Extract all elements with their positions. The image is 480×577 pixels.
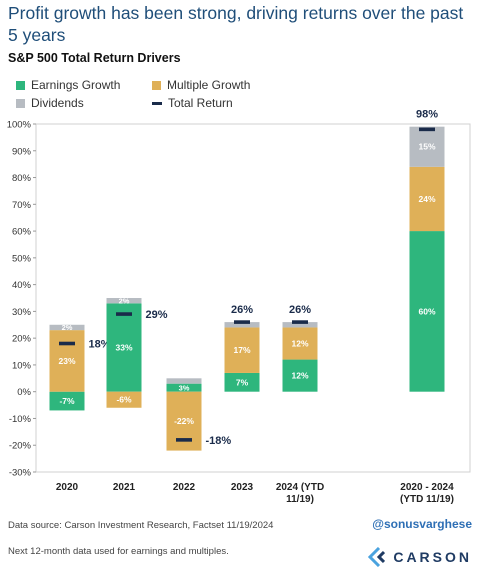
total-return-marker — [234, 320, 250, 324]
segment-value-label: -6% — [116, 395, 132, 405]
bar-segment — [49, 330, 85, 392]
segment-value-label: 60% — [418, 306, 435, 316]
y-tick-label: 80% — [12, 173, 32, 184]
total-return-label: 98% — [416, 109, 438, 121]
total-return-marker — [292, 320, 308, 324]
legend-total-return-label: Total Return — [168, 96, 233, 110]
legend-dividends: Dividends — [16, 96, 84, 110]
legend-multiple-label: Multiple Growth — [167, 78, 251, 92]
legend-dividends-swatch — [16, 98, 25, 108]
carson-logo: CARSON — [367, 547, 472, 567]
bar-segment — [224, 372, 260, 392]
segment-value-label: 12% — [291, 338, 308, 348]
y-tick-label: -20% — [9, 441, 32, 452]
segment-value-label: -22% — [174, 416, 194, 426]
y-tick-label: 60% — [12, 227, 32, 238]
total-return-marker — [59, 341, 75, 346]
author-handle[interactable]: @sonusvarghese — [372, 517, 472, 531]
y-tick-label: 0% — [17, 387, 31, 398]
segment-value-label: 24% — [418, 194, 435, 204]
y-tick-label: 50% — [12, 253, 32, 264]
segment-value-label: 17% — [233, 345, 250, 355]
legend-earnings: Earnings Growth — [16, 78, 120, 92]
total-return-marker — [419, 127, 435, 132]
y-tick-label: 20% — [12, 334, 32, 345]
bar-segment — [106, 303, 142, 392]
x-tick-label: 2021 — [113, 482, 136, 493]
legend-total-return-marker — [152, 101, 162, 105]
bar-segment — [166, 378, 202, 384]
carson-chevron-icon — [368, 547, 386, 567]
bar-segment — [224, 327, 260, 373]
total-return-label: 26% — [289, 304, 311, 316]
x-tick-label: 2024 (YTD — [276, 482, 324, 493]
bar-segment — [409, 166, 445, 232]
segment-value-label: 33% — [115, 342, 132, 352]
bar-segment — [224, 322, 260, 328]
segment-value-label: 3% — [179, 383, 190, 392]
bar-segment — [49, 324, 85, 331]
y-tick-label: -10% — [9, 414, 32, 425]
chart-headline: Profit growth has been strong, driving r… — [8, 3, 464, 45]
bar-segment — [49, 391, 85, 411]
y-tick-label: 30% — [12, 307, 32, 318]
y-tick-label: 10% — [12, 360, 32, 371]
legend-dividends-label: Dividends — [31, 96, 84, 110]
segment-value-label: 23% — [58, 356, 75, 366]
legend-earnings-label: Earnings Growth — [31, 78, 121, 92]
bar-segment — [282, 359, 318, 392]
total-return-label: 26% — [231, 304, 253, 316]
bar-segment — [166, 383, 202, 392]
legend-multiple-swatch — [152, 80, 161, 90]
total-return-marker — [116, 312, 132, 316]
segment-value-label: 7% — [236, 377, 249, 387]
total-return-label: 29% — [146, 309, 168, 321]
segment-value-label: 12% — [291, 371, 308, 381]
x-tick-label: 2023 — [231, 482, 254, 493]
y-tick-label: 40% — [12, 280, 32, 291]
carson-brand-name: CARSON — [393, 549, 472, 565]
x-tick-label: (YTD 11/19) — [400, 494, 454, 505]
x-tick-label: 2020 - 2024 — [400, 482, 454, 493]
x-tick-label: 2020 — [56, 482, 79, 493]
x-tick-label: 11/19) — [286, 494, 314, 505]
segment-value-label: -7% — [59, 396, 75, 406]
y-tick-label: -30% — [9, 468, 32, 479]
y-tick-label: 100% — [7, 120, 32, 131]
bar-segment — [106, 298, 142, 304]
segment-value-label: 15% — [418, 142, 435, 152]
legend-total-return: Total Return — [152, 96, 233, 110]
total-return-marker — [176, 438, 192, 442]
total-return-label: 18% — [89, 339, 111, 351]
bar-segment — [409, 126, 445, 167]
bar-segment — [282, 327, 318, 360]
segment-value-label: 2% — [62, 323, 73, 332]
bar-segment — [106, 391, 142, 408]
total-return-label: -18% — [206, 435, 232, 447]
methodology-note: Next 12-month data used for earnings and… — [8, 546, 229, 557]
legend-earnings-swatch — [16, 80, 25, 90]
segment-value-label: 2% — [119, 296, 130, 305]
y-tick-label: 90% — [12, 146, 32, 157]
plot-frame — [35, 123, 471, 473]
chart-title: S&P 500 Total Return Drivers — [8, 51, 181, 65]
bar-segment — [409, 231, 445, 392]
y-tick-label: 70% — [12, 200, 32, 211]
data-source-note: Data source: Carson Investment Research,… — [8, 520, 274, 531]
bar-segment — [282, 322, 318, 328]
x-tick-label: 2022 — [173, 482, 196, 493]
legend-multiple: Multiple Growth — [152, 78, 250, 92]
